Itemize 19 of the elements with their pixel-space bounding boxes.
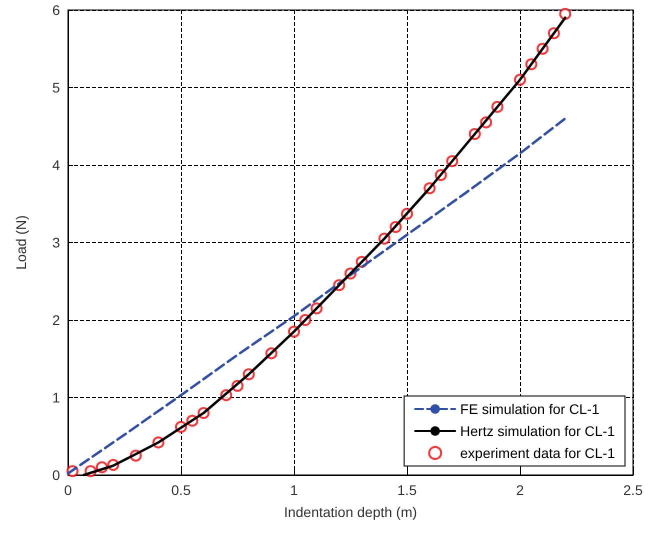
y-tick-label: 0 [52, 467, 60, 483]
y-tick-label: 5 [52, 80, 60, 96]
y-tick-label: 2 [52, 312, 60, 328]
legend-label: Hertz simulation for CL-1 [460, 423, 616, 439]
x-tick-label: 2.5 [623, 482, 643, 498]
legend-label: experiment data for CL-1 [460, 445, 616, 461]
x-tick-label: 2 [516, 482, 524, 498]
y-tick-label: 1 [52, 390, 60, 406]
legend-label: FE simulation for CL-1 [460, 401, 600, 417]
y-tick-label: 3 [52, 234, 60, 250]
y-tick-label: 4 [52, 157, 60, 173]
y-tick-label: 6 [52, 2, 60, 18]
x-tick-label: 0 [64, 482, 72, 498]
y-axis-title: Load (N) [13, 215, 29, 270]
x-tick-label: 1 [290, 482, 298, 498]
x-tick-label: 0.5 [171, 482, 191, 498]
x-axis-title: Indentation depth (m) [284, 504, 418, 520]
point [559, 8, 572, 20]
x-tick-label: 1.5 [397, 482, 417, 498]
